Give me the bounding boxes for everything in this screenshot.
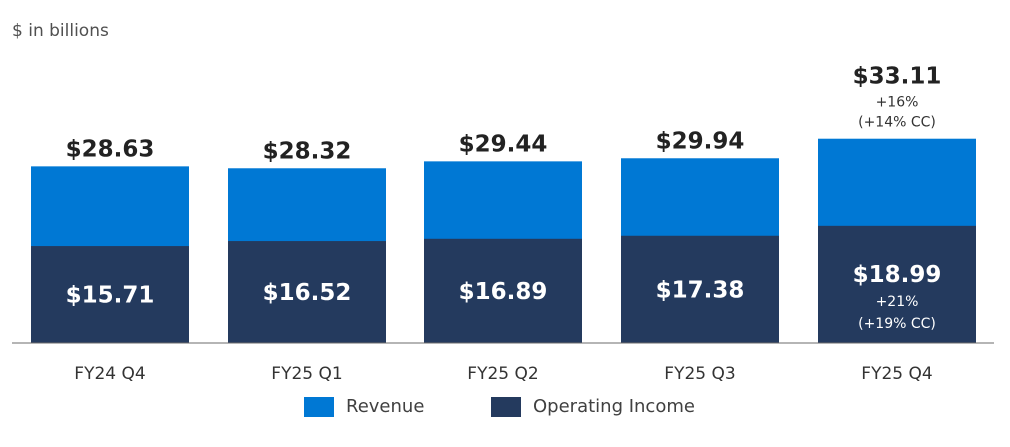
revenue-value-label: $28.32 (263, 138, 352, 164)
legend-item-operating-income: Operating Income (491, 396, 695, 417)
operating-income-bar (31, 246, 189, 343)
revenue-value-label: $29.44 (459, 131, 548, 157)
x-tick-label: FY25 Q3 (664, 364, 735, 384)
revenue-value-label: $29.94 (656, 128, 745, 154)
operating-income-bar (818, 225, 976, 343)
revenue-cc-growth-label: (+14% CC) (858, 115, 936, 131)
legend-swatch-operating-income (491, 396, 521, 417)
operating-income-bar (228, 241, 386, 343)
legend: Revenue Operating Income (0, 396, 1010, 426)
operating-income-value-label: $16.89 (459, 279, 548, 305)
legend-label-operating-income: Operating Income (533, 396, 695, 417)
x-tick-label: FY25 Q4 (861, 364, 932, 384)
operating-income-bar (424, 238, 582, 343)
revenue-value-label: $33.11 (853, 64, 942, 90)
operating-income-bar (621, 235, 779, 343)
operating-income-value-label: $18.99 (853, 262, 942, 288)
revenue-value-label: $28.63 (66, 136, 155, 162)
unit-label: $ in billions (12, 21, 109, 41)
operating-income-value-label: $15.71 (66, 283, 155, 309)
x-tick-label: FY25 Q2 (467, 364, 538, 384)
legend-swatch-revenue (304, 396, 334, 417)
operating-income-value-label: $16.52 (263, 280, 352, 306)
operating-income-cc-growth-label: (+19% CC) (858, 316, 936, 332)
x-tick-label: FY24 Q4 (74, 364, 145, 384)
operating-income-value-label: $17.38 (656, 277, 745, 303)
revenue-growth-label: +16% (876, 95, 919, 111)
legend-item-revenue: Revenue (304, 396, 424, 417)
legend-label-revenue: Revenue (346, 396, 425, 417)
x-tick-label: FY25 Q1 (271, 364, 342, 384)
operating-income-growth-label: +21% (876, 294, 919, 310)
